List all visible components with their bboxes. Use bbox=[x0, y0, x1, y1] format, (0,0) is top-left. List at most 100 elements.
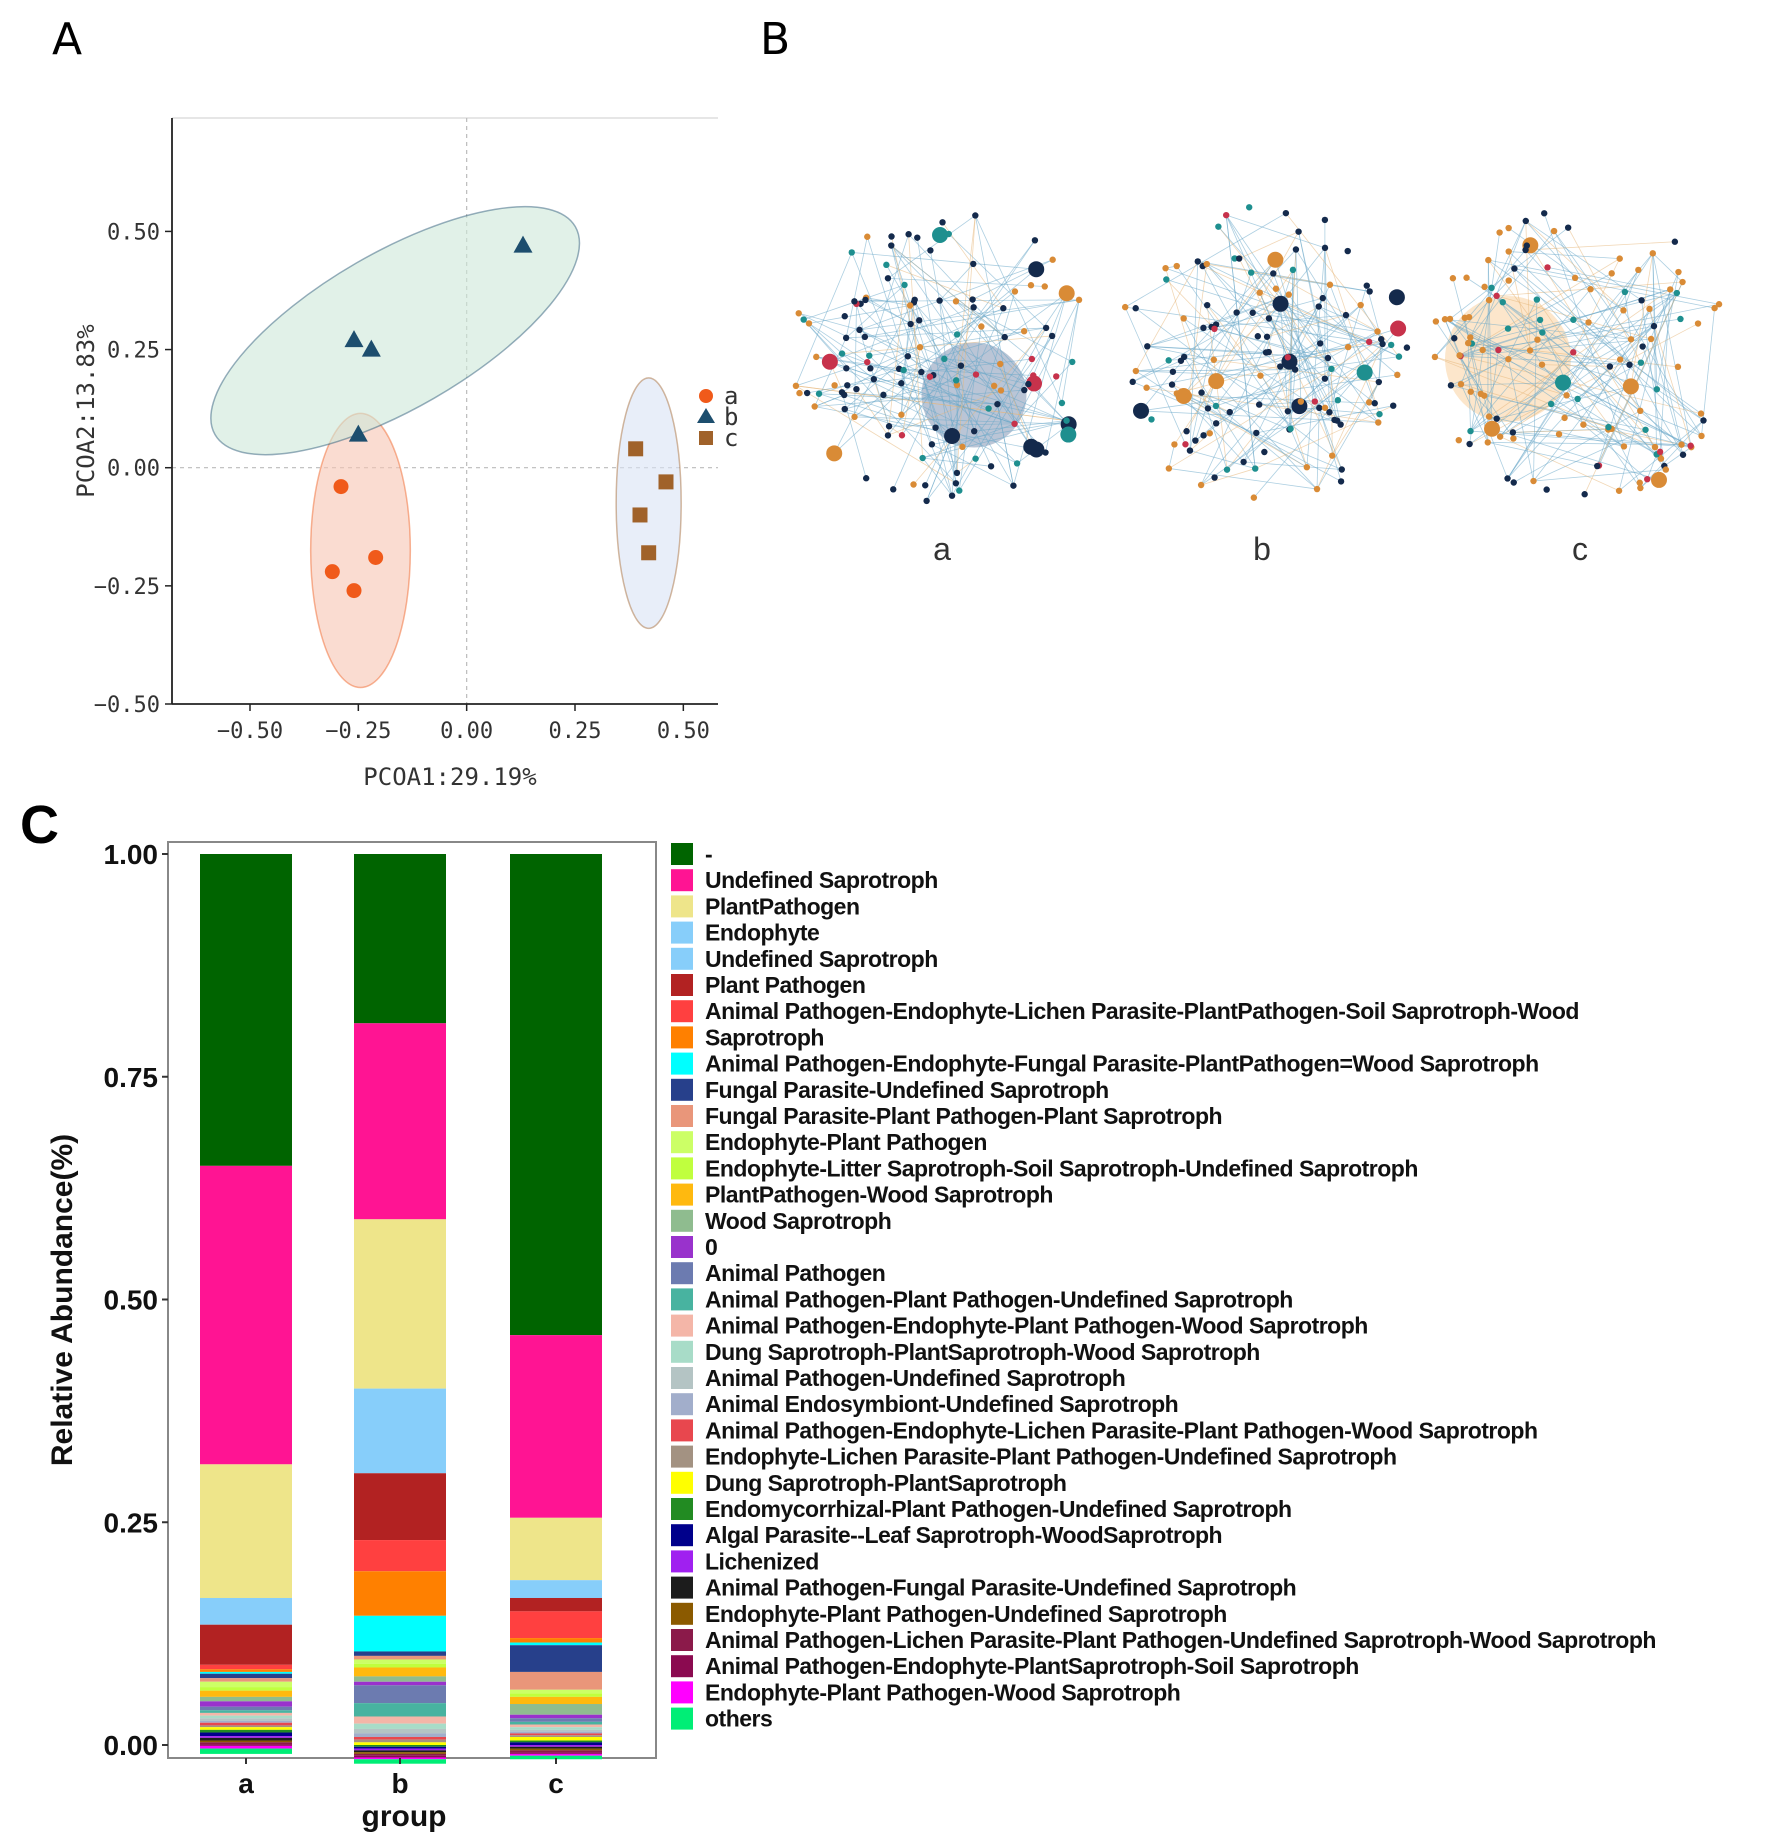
network-edge bbox=[1491, 352, 1574, 430]
legend-label: Undefined Saprotroph bbox=[705, 867, 938, 893]
network-node bbox=[1620, 443, 1628, 450]
bar-segment-c bbox=[510, 1755, 602, 1760]
legend-label: Animal Pathogen-Endophyte-Fungal Parasit… bbox=[705, 1051, 1539, 1077]
bar-segment-c bbox=[510, 1335, 602, 1518]
y-tick-label: 0.75 bbox=[104, 1062, 159, 1093]
network-edge bbox=[1469, 232, 1500, 445]
network-node bbox=[1231, 255, 1238, 262]
network-node bbox=[1571, 274, 1579, 282]
network-node bbox=[1075, 296, 1083, 304]
network-node bbox=[844, 382, 851, 389]
bar-segment-b bbox=[354, 1733, 446, 1737]
network-edge bbox=[795, 252, 853, 386]
network-node bbox=[1533, 296, 1541, 303]
network-node bbox=[1342, 311, 1350, 319]
network-node bbox=[1295, 228, 1302, 235]
network-node bbox=[898, 380, 905, 387]
network-edge bbox=[866, 234, 909, 363]
network-node bbox=[1338, 466, 1345, 473]
network-node bbox=[1510, 479, 1517, 486]
network-edge bbox=[1444, 318, 1657, 455]
network-node bbox=[1485, 296, 1493, 304]
network-edge bbox=[829, 361, 975, 432]
bar-segment-b bbox=[354, 1663, 446, 1668]
legend-label: Animal Pathogen-Endophyte-PlantSaprotrop… bbox=[705, 1653, 1359, 1679]
network-node bbox=[1200, 324, 1207, 332]
bar-segment-a bbox=[200, 1737, 292, 1741]
network-node bbox=[1254, 333, 1262, 340]
network-node bbox=[1236, 255, 1243, 262]
y-tick-label: −0.25 bbox=[94, 575, 160, 600]
network-node bbox=[1321, 216, 1329, 224]
network-edge bbox=[1201, 392, 1290, 430]
network-node bbox=[843, 365, 850, 372]
network-edge bbox=[1266, 314, 1347, 338]
network-node bbox=[1171, 441, 1178, 448]
network-node bbox=[1316, 340, 1324, 347]
legend-label: Animal Pathogen-Plant Pathogen-Undefined… bbox=[705, 1286, 1293, 1312]
network-node bbox=[969, 296, 976, 303]
network-edge bbox=[1215, 336, 1268, 407]
network-edge bbox=[854, 303, 857, 417]
network-edge bbox=[1316, 343, 1383, 490]
network-node bbox=[1371, 400, 1378, 407]
network-edge bbox=[869, 327, 1047, 357]
network-node bbox=[919, 454, 926, 462]
network-node bbox=[1479, 346, 1486, 354]
network-edge bbox=[1183, 259, 1276, 397]
network-edge bbox=[867, 361, 1067, 422]
network-edge bbox=[1496, 385, 1631, 420]
network-node bbox=[792, 382, 800, 390]
network-edge bbox=[1468, 342, 1630, 366]
network-edge bbox=[829, 361, 1015, 425]
network-edge bbox=[1460, 383, 1609, 428]
network-node bbox=[1222, 211, 1230, 219]
network-edge bbox=[999, 363, 1032, 447]
legend-swatch bbox=[671, 1445, 693, 1468]
network-node bbox=[826, 445, 843, 462]
network-edge bbox=[798, 312, 860, 331]
data-point-b bbox=[361, 339, 381, 357]
y-axis-label: PCOA2:13.83% bbox=[72, 324, 100, 498]
x-axis-label: PCOA1:29.19% bbox=[363, 763, 537, 791]
network-node bbox=[856, 326, 863, 334]
legend-label: Saprotroph bbox=[705, 1024, 824, 1050]
network-node bbox=[1431, 353, 1439, 361]
network-node bbox=[1211, 325, 1218, 333]
network-edge bbox=[1664, 446, 1692, 467]
network-edge bbox=[1378, 343, 1383, 383]
network-node bbox=[1337, 421, 1344, 428]
network-node bbox=[1263, 333, 1271, 340]
network-edge bbox=[1172, 259, 1276, 373]
network-edge bbox=[818, 330, 1025, 395]
network-edge bbox=[1460, 220, 1527, 385]
network-edge bbox=[1132, 294, 1289, 383]
network-node bbox=[932, 226, 949, 243]
network-node bbox=[1622, 378, 1639, 395]
network-node bbox=[959, 443, 966, 451]
network-edge bbox=[1487, 442, 1598, 467]
network-edge bbox=[1470, 391, 1497, 419]
bar-segment-a bbox=[200, 1744, 292, 1746]
legend-label: PlantPathogen bbox=[705, 893, 860, 919]
network-node bbox=[1329, 452, 1336, 459]
network-edge bbox=[1469, 230, 1555, 338]
network-node bbox=[936, 297, 943, 304]
bar-segment-a bbox=[200, 1681, 292, 1688]
network-edge bbox=[1274, 259, 1342, 482]
network-edge bbox=[1533, 429, 1646, 482]
network-edge bbox=[1470, 416, 1490, 432]
network-node bbox=[1058, 285, 1075, 302]
legend-swatch bbox=[671, 1262, 693, 1285]
network-node bbox=[1311, 398, 1319, 405]
network-node bbox=[1394, 371, 1401, 379]
network-edge bbox=[901, 292, 1067, 416]
network-node bbox=[1485, 413, 1493, 420]
bar-segment-b bbox=[354, 1685, 446, 1704]
network-edge bbox=[1183, 356, 1256, 469]
bar-segment-a bbox=[200, 1673, 292, 1679]
network-edge bbox=[798, 312, 931, 378]
network-node bbox=[1395, 353, 1403, 360]
legend-swatch bbox=[671, 1236, 693, 1258]
network-edge bbox=[1200, 372, 1365, 486]
